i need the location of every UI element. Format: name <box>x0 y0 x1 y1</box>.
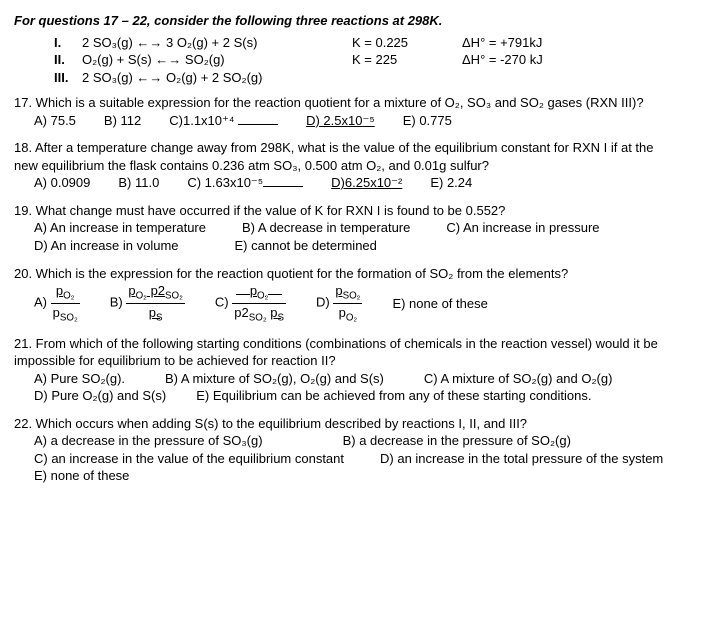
reaction-num: I. <box>54 34 82 52</box>
choice: E) none of these <box>34 467 129 485</box>
reaction-eq: 2 SO₃(g) ←→ 3 O₂(g) + 2 S(s) <box>82 34 332 52</box>
choice: D) An increase in volume <box>34 237 179 255</box>
question-stem: 21. From which of the following starting… <box>14 335 704 353</box>
question-stem: 17. Which is a suitable expression for t… <box>14 94 704 112</box>
choices-row: A) Pure SO₂(g). B) A mixture of SO₂(g), … <box>34 370 704 388</box>
reaction-k: K = 225 <box>352 51 462 69</box>
choice: A) a decrease in the pressure of SO₃(g) <box>34 432 263 450</box>
choice: C) an increase in the value of the equil… <box>34 450 344 468</box>
choice: D) Pure O₂(g) and S(s) <box>34 387 166 405</box>
choice: B) a decrease in the pressure of SO₂(g) <box>343 432 571 450</box>
question-stem: impossible for equilibrium to be achieve… <box>14 352 704 370</box>
choice: E) cannot be determined <box>235 237 377 255</box>
choice: B) pO₂ p2SO₂ pS <box>110 282 185 325</box>
choice: C) A mixture of SO₂(g) and O₂(g) <box>424 370 613 388</box>
question-19: 19. What change must have occurred if th… <box>14 202 704 255</box>
choices-row: A) a decrease in the pressure of SO₃(g) … <box>34 432 704 450</box>
choice: E) 2.24 <box>430 174 472 192</box>
question-22: 22. Which occurs when adding S(s) to the… <box>14 415 704 485</box>
choice: B) A decrease in temperature <box>242 219 410 237</box>
choice: A) Pure SO₂(g). <box>34 370 125 388</box>
choices-row: E) none of these <box>34 467 704 485</box>
reaction-dh: ΔH° = +791kJ <box>462 34 602 52</box>
reaction-dh: ΔH° = -270 kJ <box>462 51 602 69</box>
choice: C) An increase in pressure <box>446 219 599 237</box>
question-17: 17. Which is a suitable expression for t… <box>14 94 704 129</box>
question-18: 18. After a temperature change away from… <box>14 139 704 192</box>
choices-row: A) pO₂ pSO₂ B) pO₂ p2SO₂ pS C) pO₂ p2SO₂… <box>34 282 704 325</box>
reaction-eq: 2 SO₃(g) ←→ O₂(g) + 2 SO₂(g) <box>82 69 332 87</box>
choices-row: A) 0.0909 B) 11.0 C) 1.63x10⁻⁵ D)6.25x10… <box>34 174 704 192</box>
choices-row: A) An increase in temperature B) A decre… <box>34 219 704 237</box>
choice: C) pO₂ p2SO₂ pS <box>215 282 286 325</box>
choice: D) pSO₂ pO₂ <box>316 282 362 325</box>
choices-row: D) An increase in volume E) cannot be de… <box>34 237 704 255</box>
reaction-eq: O₂(g) + S(s) ←→ SO₂(g) <box>82 51 332 69</box>
choice: A) 75.5 <box>34 112 76 130</box>
question-stem: new equilibrium the flask contains 0.236… <box>14 157 704 175</box>
choice: A) An increase in temperature <box>34 219 206 237</box>
question-stem: 19. What change must have occurred if th… <box>14 202 704 220</box>
question-stem: 18. After a temperature change away from… <box>14 139 704 157</box>
choice: D) an increase in the total pressure of … <box>380 450 663 468</box>
choice: C)1.1x10⁺⁴ <box>169 112 278 130</box>
reaction-row: III. 2 SO₃(g) ←→ O₂(g) + 2 SO₂(g) <box>54 69 704 87</box>
choices-row: A) 75.5 B) 112 C)1.1x10⁺⁴ D) 2.5x10⁻⁵ E)… <box>34 112 704 130</box>
choice: A) pO₂ pSO₂ <box>34 282 80 325</box>
question-21: 21. From which of the following starting… <box>14 335 704 405</box>
section-header: For questions 17 – 22, consider the foll… <box>14 12 704 30</box>
choice: D) 2.5x10⁻⁵ <box>306 112 375 130</box>
reaction-num: III. <box>54 69 82 87</box>
choice: E) 0.775 <box>403 112 452 130</box>
question-20: 20. Which is the expression for the reac… <box>14 265 704 325</box>
reaction-k: K = 0.225 <box>352 34 462 52</box>
choice: B) A mixture of SO₂(g), O₂(g) and S(s) <box>165 370 384 388</box>
choice: E) Equilibrium can be achieved from any … <box>196 387 591 405</box>
reactions-block: I. 2 SO₃(g) ←→ 3 O₂(g) + 2 S(s) K = 0.22… <box>54 34 704 87</box>
reaction-num: II. <box>54 51 82 69</box>
reaction-row: I. 2 SO₃(g) ←→ 3 O₂(g) + 2 S(s) K = 0.22… <box>54 34 704 52</box>
choice: B) 11.0 <box>118 174 159 192</box>
choice: D)6.25x10⁻² <box>331 174 402 192</box>
choice: C) 1.63x10⁻⁵ <box>187 174 303 192</box>
choice: A) 0.0909 <box>34 174 90 192</box>
choice: B) 112 <box>104 112 141 130</box>
question-stem: 20. Which is the expression for the reac… <box>14 265 704 283</box>
choices-row: C) an increase in the value of the equil… <box>34 450 704 468</box>
reaction-row: II. O₂(g) + S(s) ←→ SO₂(g) K = 225 ΔH° =… <box>54 51 704 69</box>
question-stem: 22. Which occurs when adding S(s) to the… <box>14 415 704 433</box>
choices-row: D) Pure O₂(g) and S(s) E) Equilibrium ca… <box>34 387 704 405</box>
choice: E) none of these <box>392 295 487 313</box>
